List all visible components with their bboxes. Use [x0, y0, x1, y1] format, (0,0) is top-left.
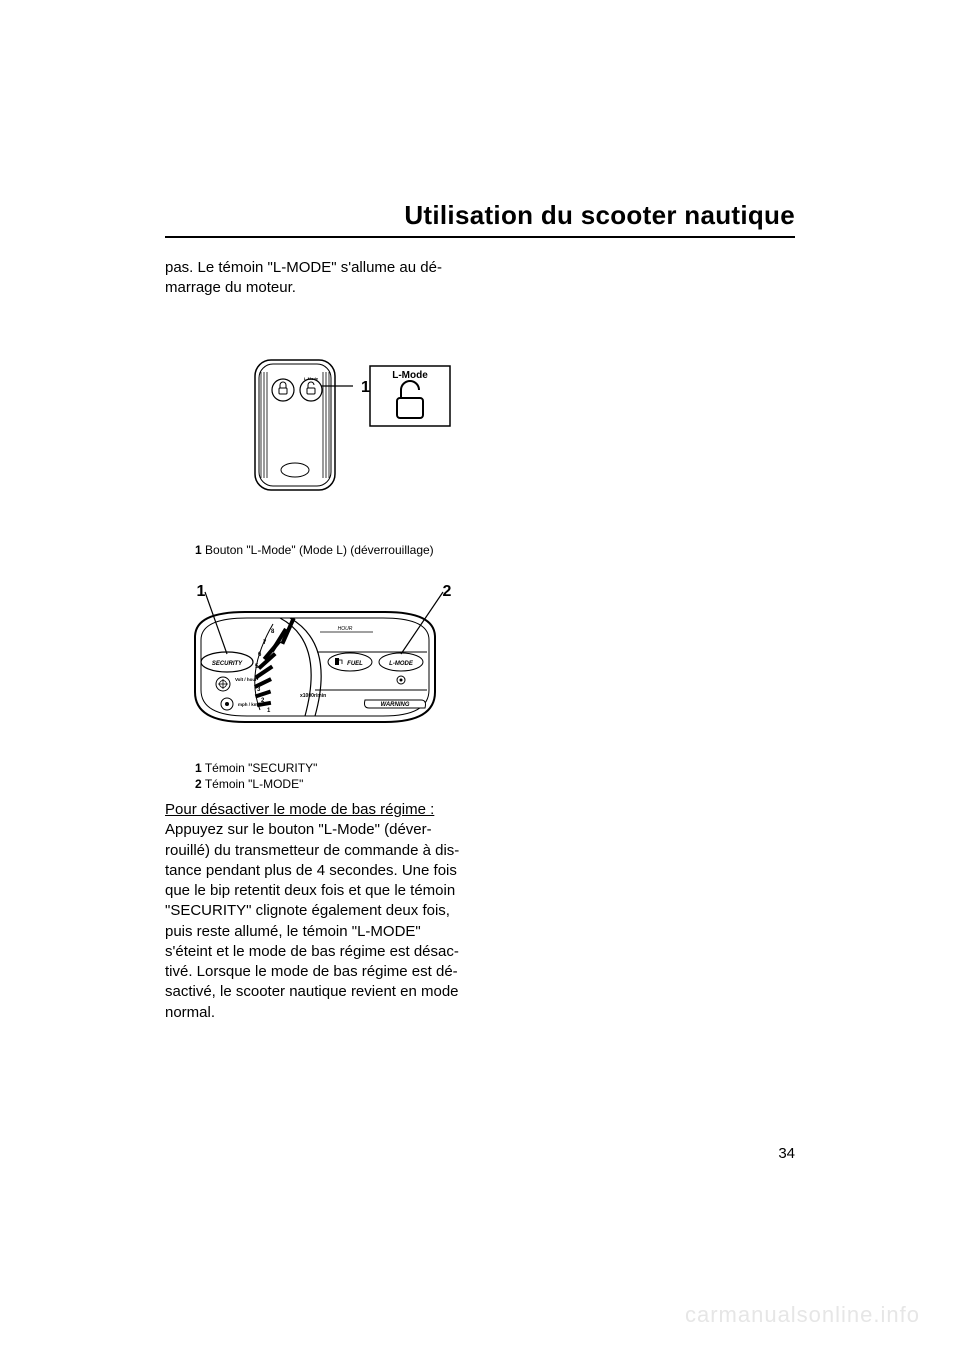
svg-text:Volt / hour: Volt / hour	[235, 677, 257, 682]
svg-text:SECURITY: SECURITY	[212, 661, 243, 667]
dashboard-svg: SECURITY FUEL L-MODE WARNING HOUR	[165, 582, 465, 752]
caption-2b-text: Témoin "L-MODE"	[205, 777, 304, 791]
svg-text:FUEL: FUEL	[347, 661, 363, 667]
detail-label: L-Mode	[392, 370, 428, 381]
watermark: carmanualsonline.info	[685, 1302, 920, 1328]
body-l10: normal.	[165, 1004, 215, 1021]
svg-text:1: 1	[197, 583, 206, 600]
svg-text:L-MODE: L-MODE	[389, 661, 414, 667]
caption-2b-num: 2	[195, 777, 202, 791]
body-paragraph: Pour désactiver le mode de bas régime : …	[165, 800, 465, 1023]
body-l4: que le bip retentit deux fois et que le …	[165, 882, 455, 899]
intro-line-2: marrage du moteur.	[165, 279, 296, 296]
intro-line-1: pas. Le témoin "L-MODE" s'allume au dé-	[165, 259, 442, 276]
body-l8: tivé. Lorsque le mode de bas régime est …	[165, 963, 458, 980]
figure-dashboard: SECURITY FUEL L-MODE WARNING HOUR	[165, 582, 465, 752]
body-l1: Appuyez sur le bouton "L-Mode" (déver-	[165, 821, 432, 838]
svg-text:mph / km/h: mph / km/h	[238, 702, 262, 707]
body-underline: Pour désactiver le mode de bas régime :	[165, 801, 434, 818]
body-l9: sactivé, le scooter nautique revient en …	[165, 983, 459, 1000]
page-number: 34	[778, 1145, 795, 1162]
intro-paragraph: pas. Le témoin "L-MODE" s'allume au dé- …	[165, 258, 465, 299]
callout-1-number: 1	[361, 379, 370, 396]
svg-text:WARNING: WARNING	[381, 702, 410, 708]
figure-2-caption: 1 Témoin "SECURITY" 2 Témoin "L-MODE"	[195, 760, 317, 792]
svg-text:HOUR: HOUR	[338, 626, 353, 632]
caption-2a-num: 1	[195, 761, 202, 775]
svg-text:2: 2	[443, 583, 452, 600]
svg-text:L-Mode: L-Mode	[304, 376, 319, 381]
body-l3: tance pendant plus de 4 secondes. Une fo…	[165, 862, 457, 879]
body-l7: s'éteint et le mode de bas régime est dé…	[165, 943, 459, 960]
remote-svg: L-Mode 1 L-Mode	[235, 350, 470, 500]
figure-1-caption: 1 Bouton "L-Mode" (Mode L) (déverrouilla…	[195, 543, 434, 557]
svg-text:x1000r/min: x1000r/min	[300, 693, 326, 699]
caption-1-text: Bouton "L-Mode" (Mode L) (déverrouillage…	[205, 543, 434, 557]
figure-remote: L-Mode 1 L-Mode	[235, 350, 470, 500]
body-l6: puis reste allumé, le témoin "L-MODE"	[165, 923, 421, 940]
header-rule	[165, 236, 795, 238]
caption-2a-text: Témoin "SECURITY"	[205, 761, 318, 775]
body-l5: "SECURITY" clignote également deux fois,	[165, 902, 450, 919]
body-l2: rouillé) du transmetteur de commande à d…	[165, 842, 459, 859]
page: Utilisation du scooter nautique pas. Le …	[0, 0, 960, 1358]
caption-1-num: 1	[195, 543, 202, 557]
section-title: Utilisation du scooter nautique	[404, 200, 795, 231]
